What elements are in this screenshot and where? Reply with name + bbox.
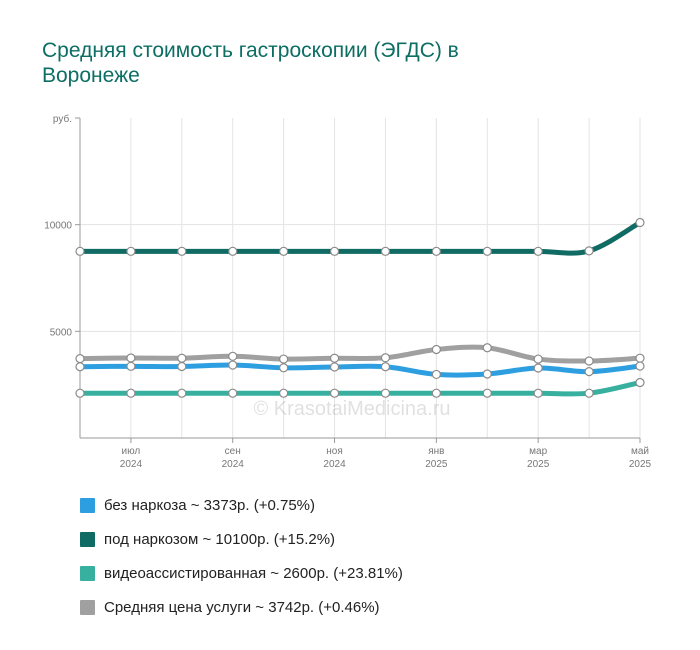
series-3-point bbox=[126, 388, 136, 398]
series-0-point bbox=[126, 246, 136, 256]
series-0-line bbox=[77, 220, 643, 256]
legend-item-pod-narkozom[interactable]: под наркозом ~ 10100р. (+15.2%) bbox=[80, 522, 403, 556]
watermark: © KrasotaiMedicina.ru bbox=[253, 398, 450, 420]
series-0-point bbox=[431, 246, 441, 256]
series-2-point bbox=[482, 369, 492, 379]
series-1-point bbox=[584, 356, 594, 366]
series-1-point bbox=[482, 343, 492, 353]
series-3-point bbox=[431, 388, 441, 398]
series-1-line bbox=[77, 344, 643, 364]
series-0-point bbox=[482, 246, 492, 256]
series-3-point bbox=[482, 388, 492, 398]
series-1-point bbox=[380, 353, 391, 363]
series-1-point bbox=[279, 354, 289, 364]
series-1-point bbox=[533, 354, 543, 364]
legend-swatch bbox=[80, 599, 95, 615]
x-tick-label-year: 2025 bbox=[425, 459, 448, 470]
line-chart: 5000 10000 руб. июл 2024 сен 2024 ноя 2024 янв 202… bbox=[44, 113, 652, 470]
x-tick-label-year: 2025 bbox=[629, 459, 652, 470]
legend-label: Средняя цена услуги ~ 3742р. (+0.46%) bbox=[104, 598, 380, 616]
series-1-point bbox=[177, 353, 187, 363]
series-2-point bbox=[533, 363, 543, 373]
series-2-point bbox=[584, 367, 594, 377]
legend-label: без наркоза ~ 3373р. (+0.75%) bbox=[104, 496, 315, 514]
x-tick-label-month: июл bbox=[122, 446, 141, 457]
legend-item-bez-narkoza[interactable]: без наркоза ~ 3373р. (+0.75%) bbox=[80, 488, 403, 522]
legend-label: под наркозом ~ 10100р. (+15.2%) bbox=[104, 530, 336, 548]
series-3-line bbox=[77, 380, 643, 397]
series-0-point bbox=[177, 246, 187, 256]
series-1-point bbox=[228, 351, 238, 361]
y-tick-label: 10000 bbox=[44, 221, 72, 232]
series-0-point bbox=[635, 217, 645, 228]
x-tick-label-month: янв bbox=[428, 446, 444, 457]
x-tick-label-month: мар bbox=[529, 446, 547, 457]
series-2-point bbox=[228, 360, 238, 370]
x-tick-label-year: 2025 bbox=[527, 459, 550, 470]
series-1-point bbox=[431, 344, 441, 355]
series-2-point bbox=[126, 361, 136, 371]
series-2-point bbox=[431, 369, 441, 380]
series-2-point bbox=[329, 362, 340, 372]
series-1-point bbox=[635, 353, 645, 363]
series-3-point bbox=[228, 388, 238, 398]
x-tick-label-year: 2024 bbox=[323, 459, 346, 470]
series-2-point bbox=[177, 361, 187, 372]
series-0-point bbox=[75, 246, 85, 256]
legend-item-videoassistirovannaya[interactable]: видеоассистированная ~ 2600р. (+23.81%) bbox=[80, 556, 403, 590]
legend-label: видеоассистированная ~ 2600р. (+23.81%) bbox=[104, 564, 403, 582]
x-tick-label-month: сен bbox=[225, 446, 241, 457]
y-unit-label: руб. bbox=[53, 113, 72, 125]
x-tick-label-month: ноя bbox=[326, 446, 343, 457]
legend: без наркоза ~ 3373р. (+0.75%) под наркоз… bbox=[80, 488, 403, 624]
series-0-point bbox=[533, 246, 543, 256]
series-0-point bbox=[584, 246, 594, 256]
series-3-point bbox=[380, 388, 391, 398]
legend-item-srednyaya-cena[interactable]: Средняя цена услуги ~ 3742р. (+0.46%) bbox=[80, 590, 403, 624]
series-3-point bbox=[584, 388, 594, 398]
series-3-point bbox=[279, 388, 289, 398]
series-2-point bbox=[75, 362, 85, 372]
x-tick-label-year: 2024 bbox=[120, 459, 143, 470]
legend-swatch bbox=[80, 531, 95, 547]
series-1-point bbox=[329, 353, 340, 363]
series-3-point bbox=[635, 377, 645, 388]
series-3-point bbox=[329, 388, 340, 398]
series-3-point bbox=[75, 388, 85, 398]
series-1-point bbox=[75, 354, 85, 364]
series-2-point bbox=[380, 362, 391, 372]
series-3-point bbox=[533, 388, 543, 398]
series-0-point bbox=[279, 246, 289, 256]
series-3-point bbox=[177, 388, 187, 398]
series-2-line bbox=[77, 362, 643, 378]
series-2-point bbox=[635, 361, 645, 371]
series-2-point bbox=[279, 363, 289, 373]
series-0-point bbox=[329, 246, 340, 256]
legend-swatch bbox=[80, 497, 95, 513]
series-0-point bbox=[380, 246, 391, 256]
series-1-point bbox=[126, 353, 136, 363]
chart-title: Средняя стоимость гастроскопии (ЭГДС) в … bbox=[42, 39, 459, 87]
x-tick-label-year: 2024 bbox=[222, 459, 245, 470]
y-tick-label: 5000 bbox=[50, 327, 73, 338]
series-0-point bbox=[228, 246, 238, 256]
x-tick-label-month: май bbox=[631, 446, 649, 457]
legend-swatch bbox=[80, 565, 95, 581]
